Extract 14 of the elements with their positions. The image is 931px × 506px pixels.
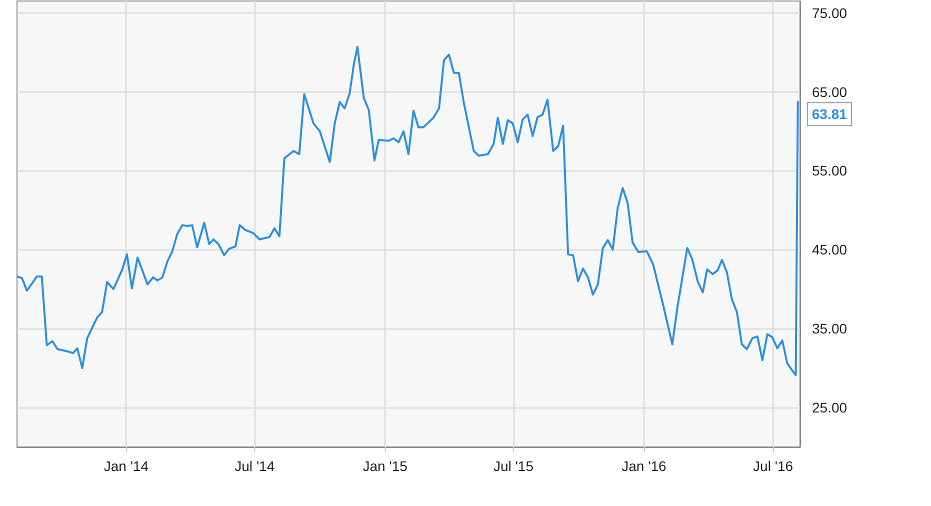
- x-tick-label: Jan '15: [362, 458, 408, 474]
- line-series: [16, 46, 799, 376]
- x-tick-label: Jul '14: [234, 458, 275, 474]
- x-tick-label: Jan '14: [104, 458, 149, 474]
- y-tick-label: 25.00: [812, 400, 848, 416]
- x-tick-label: Jul '15: [493, 458, 534, 474]
- y-tick-label: 45.00: [812, 242, 848, 258]
- y-tick-label: 65.00: [812, 84, 848, 100]
- x-tick-label: Jan '16: [622, 458, 667, 474]
- data-label: 63.81: [812, 106, 848, 122]
- y-tick-label: 35.00: [812, 320, 848, 337]
- x-tick-label: Jul '16: [753, 458, 794, 474]
- y-tick-label: 75.00: [812, 4, 848, 21]
- y-tick-label: 55.00: [812, 162, 848, 179]
